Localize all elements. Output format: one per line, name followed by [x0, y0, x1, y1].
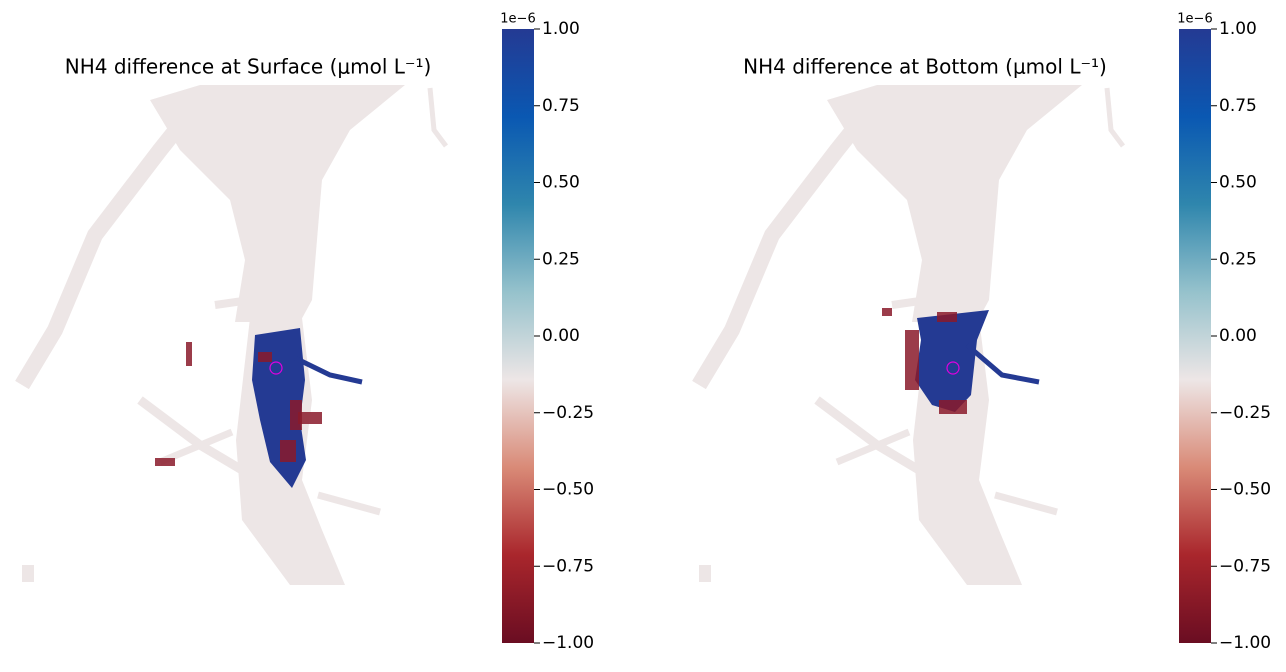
- water-channel: [835, 428, 911, 466]
- water-channel: [15, 95, 207, 390]
- low-region: [298, 412, 322, 424]
- colorbar-offset: 1e−6: [500, 12, 535, 27]
- tick-label: 0.75: [1219, 96, 1257, 116]
- high-arm: [293, 355, 363, 385]
- water-channel: [427, 87, 448, 148]
- tick-label: 1.00: [1219, 19, 1257, 39]
- site-marker: [269, 361, 283, 375]
- water-channel: [1104, 87, 1125, 148]
- tick-label: 0.50: [542, 173, 580, 193]
- panel: NH4 difference at Bottom (μmol L⁻¹) 1e−6 1…: [692, 12, 1271, 653]
- water-channel: [214, 296, 251, 309]
- tick-label: −0.75: [542, 556, 594, 576]
- tick-label: −0.50: [542, 480, 594, 500]
- low-region: [905, 330, 919, 390]
- water-channel: [994, 491, 1058, 516]
- tick-label: 0.25: [1219, 249, 1257, 269]
- colorbar-offset: 1e−6: [1177, 12, 1212, 27]
- tick-label: 0.75: [542, 96, 580, 116]
- high-region: [915, 310, 989, 412]
- tick-label: −0.25: [1219, 403, 1271, 423]
- low-region: [882, 308, 892, 316]
- low-region: [186, 342, 192, 366]
- low-region: [258, 352, 272, 362]
- tick-label: 1.00: [542, 19, 580, 39]
- water-channel: [158, 428, 234, 466]
- tick-label: −1.00: [542, 633, 594, 653]
- water-area: [827, 85, 1082, 322]
- chart-title: NH4 difference at Surface (μmol L⁻¹): [65, 55, 432, 79]
- water-area: [150, 85, 405, 322]
- tick-label: 0.00: [542, 326, 580, 346]
- water-area: [22, 565, 34, 582]
- low-region: [939, 400, 967, 414]
- tick-label: −1.00: [1219, 633, 1271, 653]
- tick-label: −0.75: [1219, 556, 1271, 576]
- tick-label: 0.25: [542, 249, 580, 269]
- tick-label: 0.50: [1219, 173, 1257, 193]
- high-arm: [965, 343, 1040, 385]
- low-region: [280, 440, 296, 462]
- colorbar: [502, 29, 534, 643]
- tick-label: −0.25: [542, 403, 594, 423]
- low-region: [937, 312, 957, 322]
- site-marker: [946, 361, 960, 375]
- water-channel: [317, 491, 381, 516]
- low-region: [155, 458, 175, 466]
- tick-label: 0.00: [1219, 326, 1257, 346]
- tick-label: −0.50: [1219, 480, 1271, 500]
- water-channel: [891, 296, 928, 309]
- panel: NH4 difference at Surface (μmol L⁻¹) 1e−6…: [15, 12, 594, 653]
- chart-title: NH4 difference at Bottom (μmol L⁻¹): [743, 55, 1107, 79]
- water-area: [699, 565, 711, 582]
- colorbar: [1179, 29, 1211, 643]
- water-channel: [692, 95, 884, 390]
